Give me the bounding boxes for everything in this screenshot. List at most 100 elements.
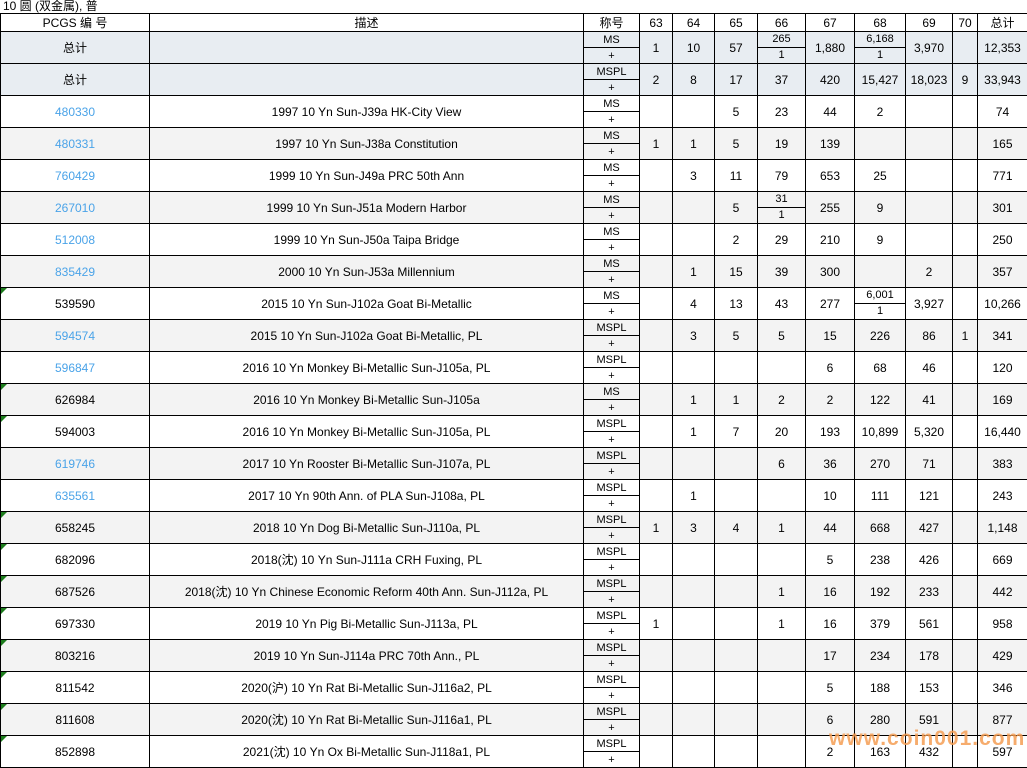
grade-70-cell [952, 735, 978, 768]
grade-66-cell: 2 [757, 383, 806, 416]
grade-67-cell: 15 [805, 319, 855, 352]
table-row-sub: + [1, 463, 1027, 480]
grade-65-cell [714, 735, 758, 768]
grade-64-cell [672, 639, 715, 672]
grade-66-cell [757, 479, 806, 512]
grade-63-cell [639, 351, 673, 384]
table-row-sub: + [1, 591, 1027, 608]
description-cell: 2016 10 Yn Monkey Bi-Metallic Sun-J105a,… [149, 415, 584, 448]
description-cell: 1999 10 Yn Sun-J50a Taipa Bridge [149, 223, 584, 256]
grade-69-cell: 2 [905, 255, 953, 288]
grade-68-cell: 668 [854, 511, 906, 544]
grade-67-cell: 10 [805, 479, 855, 512]
plus-designation-cell: + [583, 303, 640, 320]
changed-marker-icon [1, 416, 7, 422]
changed-marker-icon [1, 288, 7, 294]
table-row: 480330 1997 10 Yn Sun-J39a HK-City View MS… [0, 95, 1027, 128]
total-cell: 669 [977, 543, 1027, 576]
pcgs-cell: 697330 [0, 607, 150, 640]
changed-marker-icon [1, 704, 7, 710]
total-cell: 877 [977, 703, 1027, 736]
changed-marker-icon [1, 672, 7, 678]
plus-designation-cell: + [583, 687, 640, 704]
grade-70-cell [952, 575, 978, 608]
grade-64-cell [672, 191, 715, 224]
grade-69-cell [905, 95, 953, 128]
grade-67-cell: 6 [805, 351, 855, 384]
designation-cell: MSPL [583, 639, 640, 656]
grade-66-cell [757, 735, 806, 768]
total-cell: 383 [977, 447, 1027, 480]
description-cell: 1999 10 Yn Sun-J49a PRC 50th Ann [149, 159, 584, 192]
pcgs-link[interactable]: 596847 [54, 360, 96, 375]
grade-69-cell: 46 [905, 351, 953, 384]
grade-69-cell: 153 [905, 671, 953, 704]
pcgs-cell: 267010 [0, 191, 150, 224]
table-row-sub: + [1, 143, 1027, 160]
pcgs-cell: 687526 [0, 575, 150, 608]
grade-65-cell [714, 351, 758, 384]
pcgs-link[interactable]: 480330 [54, 104, 96, 119]
grade-70-cell [952, 543, 978, 576]
description-cell: 1997 10 Yn Sun-J39a HK-City View [149, 95, 584, 128]
grade-64-cell: 10 [672, 31, 715, 64]
designation-cell: MSPL [583, 671, 640, 688]
description-cell: 2016 10 Yn Monkey Bi-Metallic Sun-J105a,… [149, 351, 584, 384]
description-cell: 2020(沪) 10 Yn Rat Bi-Metallic Sun-J116a2… [149, 671, 584, 704]
table-row-sub: + [1, 623, 1027, 640]
designation-cell: MSPL [583, 735, 640, 752]
table-row: 682096 2018(沈) 10 Yn Sun-J111a CRH Fuxing… [0, 543, 1027, 576]
table-row: 697330 2019 10 Yn Pig Bi-Metallic Sun-J11… [0, 607, 1027, 640]
table-row-sub: + [1, 655, 1027, 672]
grade-70-cell [952, 671, 978, 704]
pcgs-link[interactable]: 760429 [54, 168, 96, 183]
grade-67-cell: 2 [805, 735, 855, 768]
pcgs-link[interactable]: 480331 [54, 136, 96, 151]
pcgs-link[interactable]: 619746 [54, 456, 96, 471]
changed-marker-icon [1, 384, 7, 390]
designation-cell: MS [583, 287, 640, 304]
pcgs-cell: 852898 [0, 735, 150, 768]
plus-designation-cell: + [583, 463, 640, 480]
grade-63-cell [639, 479, 673, 512]
pcgs-link[interactable]: 594574 [54, 328, 96, 343]
grade-66-cell [757, 671, 806, 704]
grade-68-cell: 280 [854, 703, 906, 736]
grade-65-cell [714, 575, 758, 608]
grade-70-cell [952, 639, 978, 672]
grade-69-cell: 561 [905, 607, 953, 640]
grade-63-cell [639, 703, 673, 736]
pcgs-link[interactable]: 512008 [54, 232, 96, 247]
grade-66-cell: 19 [757, 127, 806, 160]
total-cell: 429 [977, 639, 1027, 672]
table-row: 267010 1999 10 Yn Sun-J51a Modern Harbor M… [0, 191, 1027, 224]
total-cell: 1,148 [977, 511, 1027, 544]
grade-68-cell: 122 [854, 383, 906, 416]
changed-marker-icon [1, 608, 7, 614]
plus-designation-cell: + [583, 591, 640, 608]
grade-70-cell [952, 351, 978, 384]
grade-65-cell: 5 [714, 191, 758, 224]
grade-70-cell [952, 447, 978, 480]
table-row: 626984 2016 10 Yn Monkey Bi-Metallic Sun-… [0, 383, 1027, 416]
pcgs-link[interactable]: 835429 [54, 264, 96, 279]
plus-designation-cell: + [583, 335, 640, 352]
grade-70-cell [952, 31, 978, 64]
grade-68-cell: 188 [854, 671, 906, 704]
header-grade-64: 64 [672, 13, 715, 32]
pcgs-link[interactable]: 635561 [54, 488, 96, 503]
table-row: 594003 2016 10 Yn Monkey Bi-Metallic Sun-… [0, 415, 1027, 448]
grade-64-cell: 1 [672, 127, 715, 160]
table-row: 480331 1997 10 Yn Sun-J38a Constitution MS… [0, 127, 1027, 160]
description-cell: 1997 10 Yn Sun-J38a Constitution [149, 127, 584, 160]
pcgs-cell: 635561 [0, 479, 150, 512]
grade-67-cell: 420 [805, 63, 855, 96]
grade-68-cell-top: 6,168 [854, 31, 906, 48]
grade-67-cell: 2 [805, 383, 855, 416]
grade-69-cell: 427 [905, 511, 953, 544]
total-cell: 169 [977, 383, 1027, 416]
header-grade-68: 68 [854, 13, 906, 32]
pcgs-link[interactable]: 267010 [54, 200, 96, 215]
grade-70-cell [952, 223, 978, 256]
grade-66-cell [757, 351, 806, 384]
